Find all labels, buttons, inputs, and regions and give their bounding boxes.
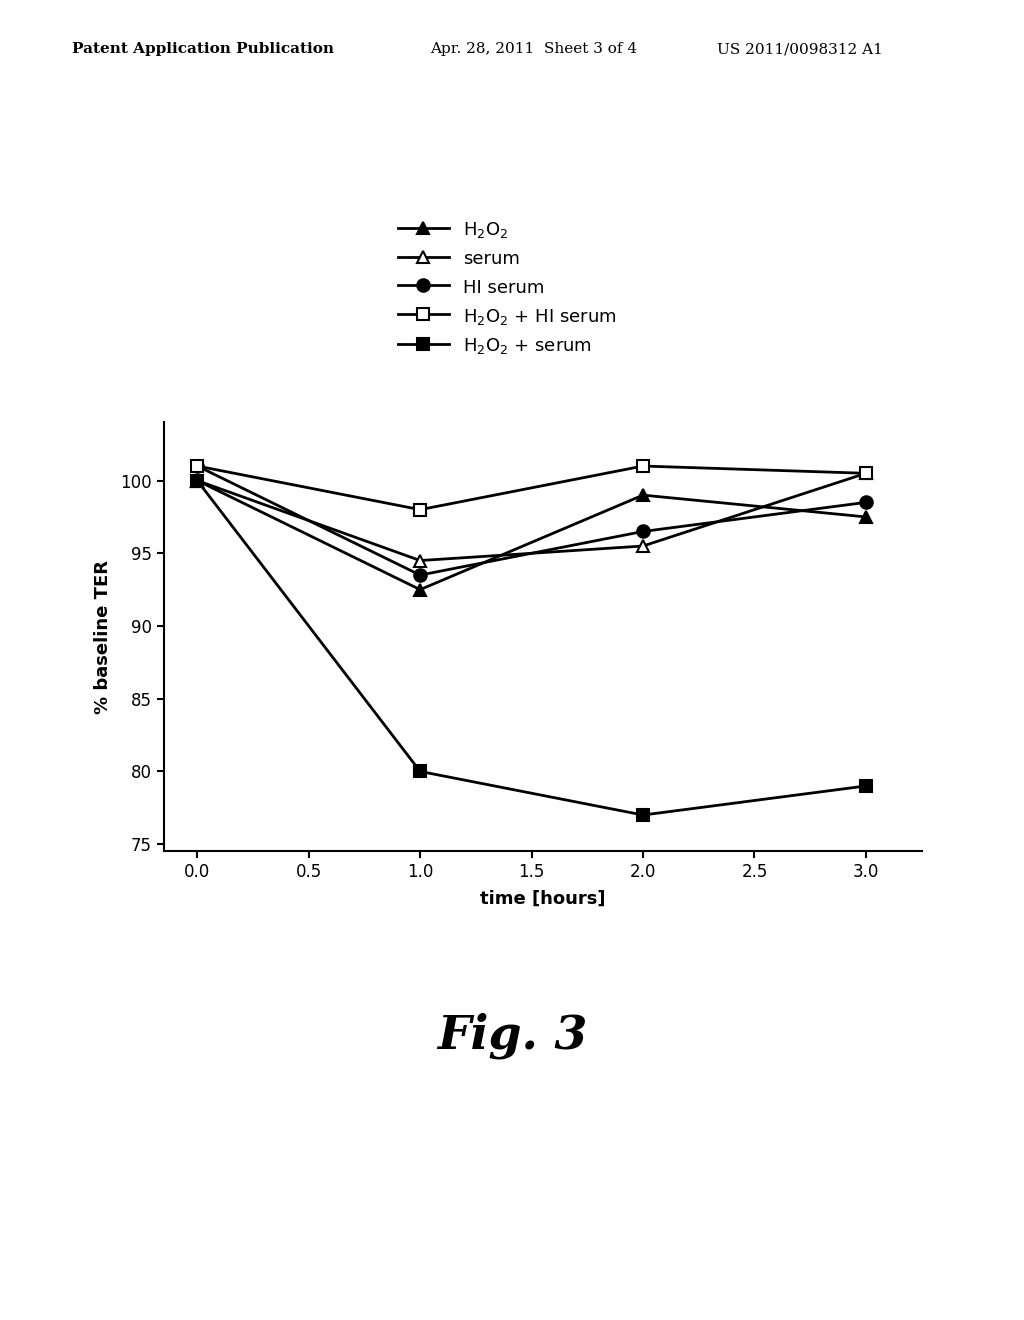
X-axis label: time [hours]: time [hours] xyxy=(480,890,605,908)
Y-axis label: % baseline TER: % baseline TER xyxy=(94,560,112,714)
Legend: H$_2$O$_2$, serum, HI serum, H$_2$O$_2$ + HI serum, H$_2$O$_2$ + serum: H$_2$O$_2$, serum, HI serum, H$_2$O$_2$ … xyxy=(398,220,616,356)
Text: Apr. 28, 2011  Sheet 3 of 4: Apr. 28, 2011 Sheet 3 of 4 xyxy=(430,42,637,57)
Text: US 2011/0098312 A1: US 2011/0098312 A1 xyxy=(717,42,883,57)
Text: Patent Application Publication: Patent Application Publication xyxy=(72,42,334,57)
Text: Fig. 3: Fig. 3 xyxy=(437,1012,587,1060)
